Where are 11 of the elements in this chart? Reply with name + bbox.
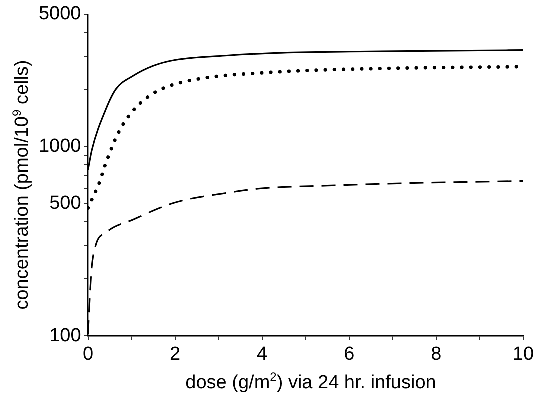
x-tick-label: 0 bbox=[82, 344, 94, 365]
y-tick-label: 5000 bbox=[38, 4, 82, 25]
x-tick-label: 6 bbox=[344, 344, 355, 365]
x-tick-label: 4 bbox=[257, 344, 268, 365]
y-tick-label: 1000 bbox=[38, 136, 82, 158]
x-tick-label: 10 bbox=[512, 344, 534, 365]
x-tick-label: 8 bbox=[431, 344, 442, 365]
x-axis-title: dose (g/m$^{2}$) via 24 hr. infusion bbox=[184, 370, 438, 394]
y-tick-label: 500 bbox=[50, 193, 82, 214]
y-tick-label: 100 bbox=[50, 325, 82, 346]
x-tick-label: 2 bbox=[170, 344, 181, 365]
